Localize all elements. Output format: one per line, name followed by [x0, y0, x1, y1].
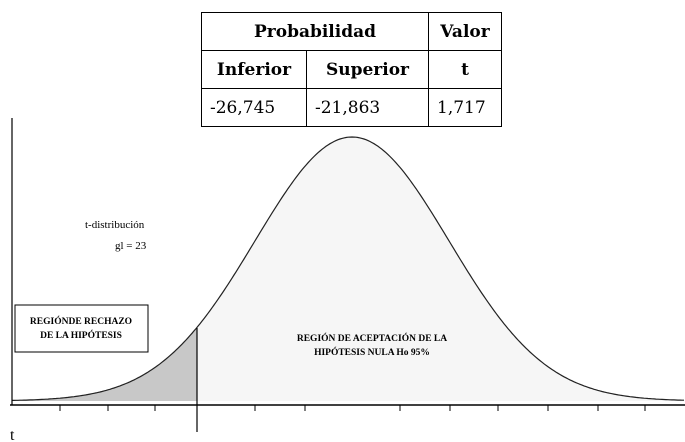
cell: 1,717: [428, 88, 502, 127]
subheader-cell: t: [428, 50, 502, 89]
rejection-label: REGIÓNDE RECHAZO: [30, 315, 132, 327]
results-table: Probabilidad Valor Inferior Superior t -…: [201, 12, 502, 127]
acceptance-label: REGIÓN DE ACEPTACIÓN DE LA: [297, 332, 447, 344]
rejection-area: [12, 327, 197, 401]
axis-ticks: [59, 405, 646, 411]
axis-label: t: [10, 427, 15, 442]
distribution-label: t-distribución: [85, 219, 145, 231]
acceptance-area: [197, 137, 685, 401]
cell: -26,745: [201, 88, 307, 127]
subheader-cell: Superior: [306, 50, 429, 89]
header-cell: Valor: [428, 12, 502, 51]
rejection-label: DE LA HIPÓTESIS: [40, 329, 122, 341]
header-cell: Probabilidad: [201, 12, 429, 51]
df-label: gl = 23: [115, 240, 147, 252]
acceptance-label: HIPÓTESIS NULA Ho 95%: [314, 346, 430, 358]
rejection-box: [14, 304, 149, 353]
cell: -21,863: [306, 88, 429, 127]
t-curve: [12, 136, 684, 401]
subheader-cell: Inferior: [201, 50, 307, 89]
